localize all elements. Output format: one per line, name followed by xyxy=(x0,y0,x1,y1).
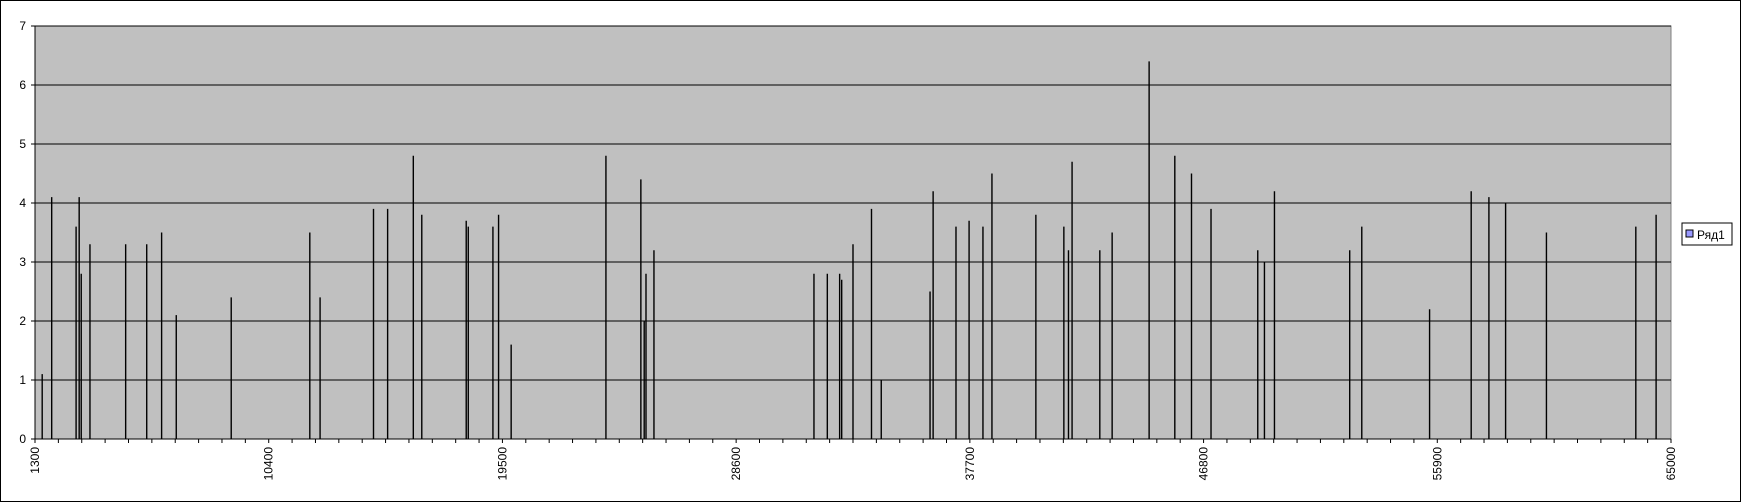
x-tick-label: 28600 xyxy=(729,447,743,481)
legend-box xyxy=(1681,222,1733,246)
x-tick-label: 19500 xyxy=(495,447,509,481)
bar-series xyxy=(41,61,1657,439)
y-tick-label: 5 xyxy=(19,137,26,151)
legend: Ряд1 xyxy=(1681,222,1733,246)
legend-label: Ряд1 xyxy=(1697,228,1725,242)
y-tick-label: 3 xyxy=(19,255,26,269)
y-axis-ticks: 0 1 2 3 4 5 6 7 xyxy=(19,19,35,446)
x-tick-label: 37700 xyxy=(963,447,977,481)
x-axis-ticks: 1300 10400 19500 28600 37700 46800 55900 65000 xyxy=(28,439,1678,480)
x-tick-label: 10400 xyxy=(262,447,276,481)
y-tick-label: 1 xyxy=(19,373,26,387)
x-tick-label: 46800 xyxy=(1197,447,1211,481)
y-tick-label: 6 xyxy=(19,78,26,92)
y-tick-label: 0 xyxy=(19,432,26,446)
y-tick-label: 2 xyxy=(19,314,26,328)
y-tick-label: 7 xyxy=(19,19,26,33)
x-tick-label: 55900 xyxy=(1430,447,1444,481)
y-tick-label: 4 xyxy=(19,196,26,210)
x-tick-label: 1300 xyxy=(28,447,42,474)
x-tick-label: 65000 xyxy=(1664,447,1678,481)
legend-swatch xyxy=(1685,229,1694,238)
